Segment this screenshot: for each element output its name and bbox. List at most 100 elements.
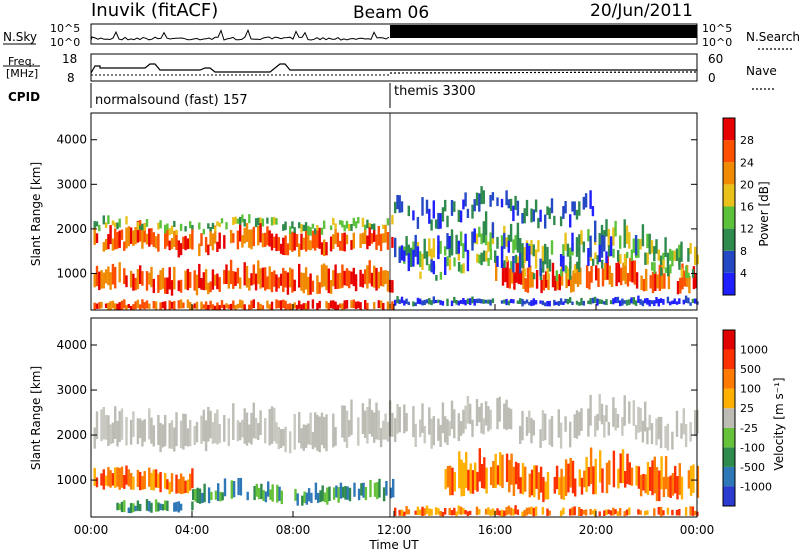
power-heatmap — [93, 186, 699, 311]
power-low-cell-70 — [403, 300, 406, 306]
power-mid-cell-130 — [509, 223, 513, 242]
power-mid-cell-237 — [617, 250, 620, 262]
power-cell-60 — [257, 225, 260, 246]
velocity-neg-cell-229 — [689, 506, 692, 516]
power-mid-cell-53 — [282, 224, 285, 231]
power-low-cell-9 — [428, 208, 431, 224]
power-mid-cell-43 — [243, 219, 246, 227]
power-low-cell-134 — [569, 297, 572, 303]
power-low-cell-61 — [578, 201, 581, 216]
velocity-neg-cell-142 — [414, 510, 417, 515]
velocity-neg-cell-227 — [678, 509, 681, 516]
velocity-cell-172 — [603, 415, 606, 438]
power-cell-58 — [250, 229, 253, 250]
velocity-pos-cell-53 — [357, 488, 361, 501]
power-cell-228 — [379, 267, 383, 287]
power-cell-29 — [168, 240, 171, 251]
power-low-cell-67 — [396, 296, 399, 304]
power-cell-42 — [204, 237, 208, 253]
cpid-segment-1: normalsound (fast) 157 — [95, 93, 248, 108]
velocity-neg-cell-174 — [500, 509, 504, 517]
power-cell-85 — [314, 234, 317, 251]
power-low-cell-65 — [591, 206, 595, 217]
velocity-cell-16 — [139, 418, 142, 439]
power-low-cell-215 — [516, 222, 520, 247]
power-cell-65 — [268, 230, 271, 247]
power-cell-5 — [109, 225, 112, 245]
velocity-neg-cell-122 — [660, 456, 663, 490]
velocity-neg-cell-173 — [498, 510, 501, 516]
power-cell-341 — [382, 302, 385, 311]
power-mid-cell-191 — [419, 271, 422, 279]
velocity-neg-cell-50 — [471, 470, 475, 494]
velocity-cbar-label-3: 25 — [740, 402, 754, 415]
power-mid-cell-245 — [653, 262, 656, 274]
power-mid-cell-209 — [489, 248, 493, 260]
power-low-cell-7 — [421, 197, 424, 216]
power-low-cell-162 — [639, 299, 642, 305]
power-cell-327 — [339, 303, 342, 309]
power-cell-336 — [364, 300, 367, 310]
power-cell-44 — [209, 227, 212, 247]
velocity-neg-cell-195 — [571, 507, 574, 516]
power-cell-309 — [289, 303, 292, 311]
power-cell-396 — [635, 272, 639, 289]
velocity-neg-cell-23 — [152, 469, 155, 491]
power-cell-340 — [379, 300, 383, 309]
power-colorbar: 28 24 20 16 12 8 4 — [722, 117, 754, 296]
power-cell-38 — [189, 234, 192, 249]
power-mid-cell-32 — [211, 222, 215, 229]
power-mid-cell-123 — [489, 232, 492, 251]
power-mid-cell-30 — [207, 223, 210, 229]
power-low-cell-88 — [450, 300, 454, 307]
velocity-neg-cell-209 — [612, 507, 615, 516]
nsearch-tick-bottom: 10^0 — [702, 36, 732, 49]
power-cell-251 — [134, 301, 137, 310]
power-cell-24 — [152, 232, 155, 247]
velocity-neg-cell-183 — [523, 509, 526, 517]
power-low-cell-232 — [600, 234, 604, 258]
power-cell-4 — [107, 234, 110, 250]
power-cell-40 — [198, 243, 201, 257]
power-mid-cell-179 — [662, 252, 665, 264]
velocity-neg-cell-9 — [116, 467, 119, 487]
power-low-cell-32 — [491, 192, 495, 201]
power-cell-37 — [186, 238, 190, 250]
power-low-cell-1 — [396, 195, 399, 210]
power-low-cell-59 — [573, 201, 576, 216]
power-cell-366 — [554, 275, 557, 291]
power-low-cell-75 — [416, 297, 420, 304]
power-panel: 4000 3000 2000 1000 Slant Range [km] 28 24 20… — [29, 112, 771, 311]
power-low-cell-179 — [682, 299, 685, 305]
power-low-cell-87 — [446, 298, 449, 307]
velocity-neg-cell-157 — [453, 507, 456, 516]
power-low-cell-38 — [512, 205, 515, 222]
power-cell-113 — [386, 232, 390, 250]
power-mid-cell-66 — [316, 225, 319, 231]
power-low-cell-48 — [539, 209, 542, 222]
power-mid-cell-18 — [164, 224, 167, 234]
power-cell-360 — [535, 270, 539, 289]
power-low-cell-60 — [575, 209, 579, 220]
velocity-cell-196 — [675, 410, 679, 437]
power-cbar-label-0: 28 — [740, 134, 754, 147]
power-cell-172 — [245, 265, 249, 288]
power-cell-294 — [248, 304, 251, 310]
power-cell-32 — [175, 231, 178, 250]
velocity-neg-cell-216 — [637, 509, 640, 515]
power-low-cell-193 — [416, 246, 420, 265]
velocity-pos-cell-40 — [321, 485, 324, 502]
velocity-pos-cell-4 — [201, 492, 204, 504]
velocity-cell-98 — [375, 402, 378, 440]
power-cell-342 — [386, 301, 390, 310]
velocity-cell-43 — [214, 413, 217, 444]
power-mid-cell-173 — [648, 233, 651, 255]
power-low-cell-150 — [612, 298, 615, 305]
power-cell-299 — [261, 305, 265, 310]
power-mid-cell-250 — [669, 264, 672, 274]
velocity-neg-cell-57 — [489, 467, 493, 486]
velocity-cell-131 — [466, 396, 470, 424]
power-mid-cell-242 — [644, 252, 647, 265]
power-cell-134 — [145, 271, 149, 291]
velocity-cell-54 — [248, 424, 251, 443]
